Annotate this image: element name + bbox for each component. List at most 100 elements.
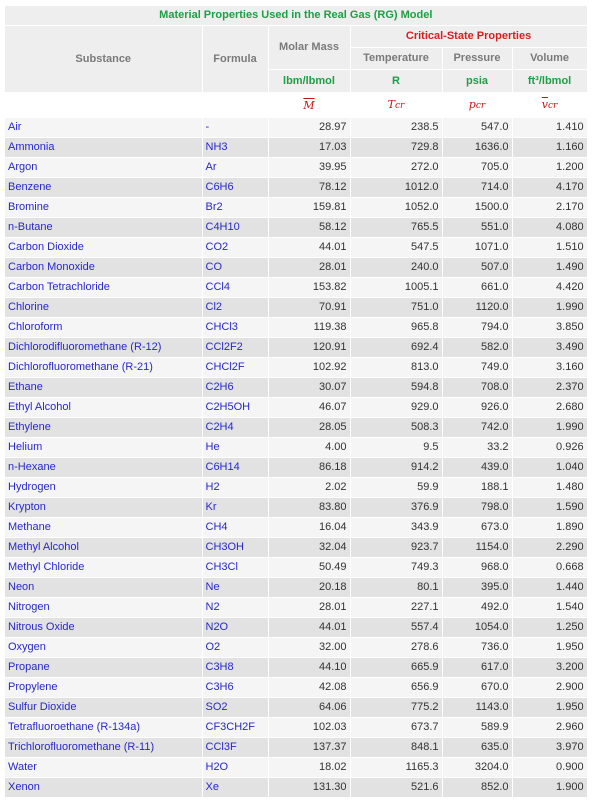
table-row: Sulfur Dioxide SO2 64.06 775.2 1143.0 1.950 [5, 697, 588, 718]
molar-mass-value: 44.01 [268, 617, 351, 638]
symbol-temperature-subscript: cr [395, 100, 405, 111]
table-row: Argon Ar 39.95 272.0 705.0 1.200 [5, 157, 588, 178]
critical-volume-value: 1.590 [512, 497, 588, 518]
critical-temperature-value: 775.2 [350, 697, 443, 718]
formula: Ar [202, 157, 269, 178]
substance-name: Nitrous Oxide [5, 617, 203, 638]
table-row: Nitrogen N2 28.01 227.1 492.0 1.540 [5, 597, 588, 618]
critical-volume-value: 1.990 [512, 297, 588, 318]
critical-temperature-value: 59.9 [350, 477, 443, 498]
critical-volume-value: 1.990 [512, 417, 588, 438]
table-row: Chloroform CHCl3 119.38 965.8 794.0 3.850 [5, 317, 588, 338]
substance-name: Sulfur Dioxide [5, 697, 203, 718]
critical-temperature-value: 278.6 [350, 637, 443, 658]
substance-name: Methyl Alcohol [5, 537, 203, 558]
table-row: Carbon Tetrachloride CCl4 153.82 1005.1 661.… [5, 277, 588, 298]
symbol-molar-mass: M [268, 92, 351, 118]
table-body: Material Properties Used in the Real Gas… [5, 6, 588, 798]
molar-mass-value: 28.01 [268, 257, 351, 278]
critical-volume-value: 0.900 [512, 757, 588, 778]
header-row-1: Substance Formula Molar Mass Critical-St… [5, 25, 588, 93]
substance-name: Benzene [5, 177, 203, 198]
formula: N2O [202, 617, 269, 638]
formula: CH3Cl [202, 557, 269, 578]
critical-temperature-value: 751.0 [350, 297, 443, 318]
table-row: Benzene C6H6 78.12 1012.0 714.0 4.170 [5, 177, 588, 198]
molar-mass-value: 28.05 [268, 417, 351, 438]
critical-pressure-value: 1120.0 [442, 297, 513, 318]
table-row: Xenon Xe 131.30 521.6 852.0 1.900 [5, 777, 588, 798]
formula: Xe [202, 777, 269, 798]
critical-volume-value: 1.510 [512, 237, 588, 258]
table-row: Neon Ne 20.18 80.1 395.0 1.440 [5, 577, 588, 598]
table-row: Oxygen O2 32.00 278.6 736.0 1.950 [5, 637, 588, 658]
critical-temperature-value: 665.9 [350, 657, 443, 678]
critical-pressure-value: 798.0 [442, 497, 513, 518]
formula: SO2 [202, 697, 269, 718]
critical-volume-value: 1.200 [512, 157, 588, 178]
table-row: Ethane C2H6 30.07 594.8 708.0 2.370 [5, 377, 588, 398]
critical-temperature-value: 594.8 [350, 377, 443, 398]
formula: CH4 [202, 517, 269, 538]
critical-pressure-value: 492.0 [442, 597, 513, 618]
molar-mass-value: 4.00 [268, 437, 351, 458]
table-row: Tetrafluoroethane (R-134a) CF3CH2F 102.03 6… [5, 717, 588, 738]
critical-pressure-value: 1071.0 [442, 237, 513, 258]
critical-volume-value: 4.170 [512, 177, 588, 198]
critical-temperature-value: 673.7 [350, 717, 443, 738]
critical-pressure-value: 547.0 [442, 117, 513, 138]
critical-temperature-value: 729.8 [350, 137, 443, 158]
table-row: Methyl Chloride CH3Cl 50.49 749.3 968.0 0.668 [5, 557, 588, 578]
critical-pressure-value: 1500.0 [442, 197, 513, 218]
formula: C4H10 [202, 217, 269, 238]
header-row-2: Temperature Pressure Volume [5, 47, 588, 70]
substance-name: Nitrogen [5, 597, 203, 618]
substance-name: Ammonia [5, 137, 203, 158]
header-pressure: Pressure [442, 47, 513, 70]
molar-mass-value: 64.06 [268, 697, 351, 718]
molar-mass-value: 119.38 [268, 317, 351, 338]
critical-pressure-value: 507.0 [442, 257, 513, 278]
molar-mass-value: 120.91 [268, 337, 351, 358]
critical-pressure-value: 1154.0 [442, 537, 513, 558]
substance-name: Air [5, 117, 203, 138]
substance-name: Hydrogen [5, 477, 203, 498]
critical-pressure-value: 439.0 [442, 457, 513, 478]
formula: H2 [202, 477, 269, 498]
substance-name: Xenon [5, 777, 203, 798]
substance-name: Krypton [5, 497, 203, 518]
symbol-volume-letter: v [541, 97, 548, 111]
critical-volume-value: 2.370 [512, 377, 588, 398]
critical-volume-value: 2.170 [512, 197, 588, 218]
formula: N2 [202, 597, 269, 618]
molar-mass-value: 18.02 [268, 757, 351, 778]
table-row: Propane C3H8 44.10 665.9 617.0 3.200 [5, 657, 588, 678]
substance-name: Propylene [5, 677, 203, 698]
molar-mass-value: 46.07 [268, 397, 351, 418]
symbol-temperature-letter: T [387, 97, 395, 111]
critical-temperature-value: 929.0 [350, 397, 443, 418]
critical-pressure-value: 742.0 [442, 417, 513, 438]
critical-temperature-value: 1052.0 [350, 197, 443, 218]
molar-mass-value: 16.04 [268, 517, 351, 538]
table-row: Chlorine Cl2 70.91 751.0 1120.0 1.990 [5, 297, 588, 318]
critical-pressure-value: 582.0 [442, 337, 513, 358]
critical-temperature-value: 240.0 [350, 257, 443, 278]
critical-volume-value: 0.668 [512, 557, 588, 578]
molar-mass-value: 32.04 [268, 537, 351, 558]
critical-pressure-value: 708.0 [442, 377, 513, 398]
formula: - [202, 117, 269, 138]
critical-volume-value: 1.950 [512, 637, 588, 658]
critical-volume-value: 1.480 [512, 477, 588, 498]
substance-name: Carbon Tetrachloride [5, 277, 203, 298]
critical-volume-value: 3.850 [512, 317, 588, 338]
substance-name: Carbon Monoxide [5, 257, 203, 278]
molar-mass-value: 28.97 [268, 117, 351, 138]
molar-mass-value: 20.18 [268, 577, 351, 598]
table-row: Carbon Monoxide CO 28.01 240.0 507.0 1.490 [5, 257, 588, 278]
substance-name: Water [5, 757, 203, 778]
formula: CH3OH [202, 537, 269, 558]
critical-pressure-value: 1636.0 [442, 137, 513, 158]
molar-mass-value: 58.12 [268, 217, 351, 238]
critical-pressure-value: 3204.0 [442, 757, 513, 778]
